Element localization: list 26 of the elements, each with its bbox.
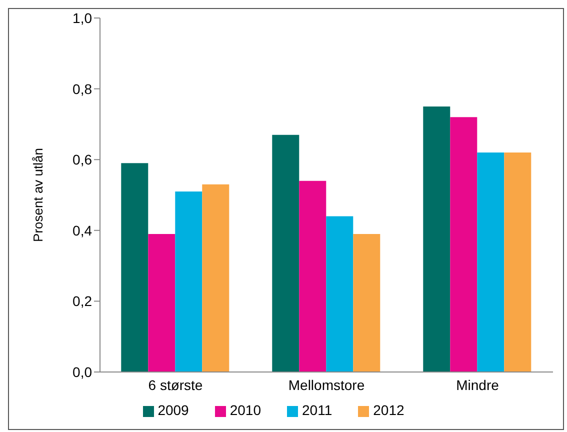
bar [423,106,450,372]
legend-label: 2012 [373,402,404,418]
bar [353,234,380,372]
bar [450,117,478,372]
bar [299,180,326,372]
legend-label: 2010 [230,402,262,418]
legend-label: 2011 [302,402,332,418]
bar [148,234,176,372]
x-tick-label: Mellomstore [288,376,365,393]
y-tick-label: 1,0 [72,10,92,26]
bar [326,216,354,372]
bar [272,134,300,372]
x-tick-label: Mindre [456,376,500,393]
y-tick-label: 0,0 [72,364,92,380]
y-tick-label: 0,4 [72,222,92,238]
bar [121,163,148,372]
bar [504,152,532,372]
y-tick-label: 0,2 [72,293,92,310]
bar [477,152,504,372]
y-tick-label: 0,8 [72,80,92,97]
y-axis-title: Prosent av utlån [30,148,46,242]
bar [202,184,230,372]
x-tick-label: 6 største [148,376,203,393]
legend-label: 2009 [158,402,189,418]
y-tick-label: 0,6 [72,152,92,168]
bar [175,191,202,372]
